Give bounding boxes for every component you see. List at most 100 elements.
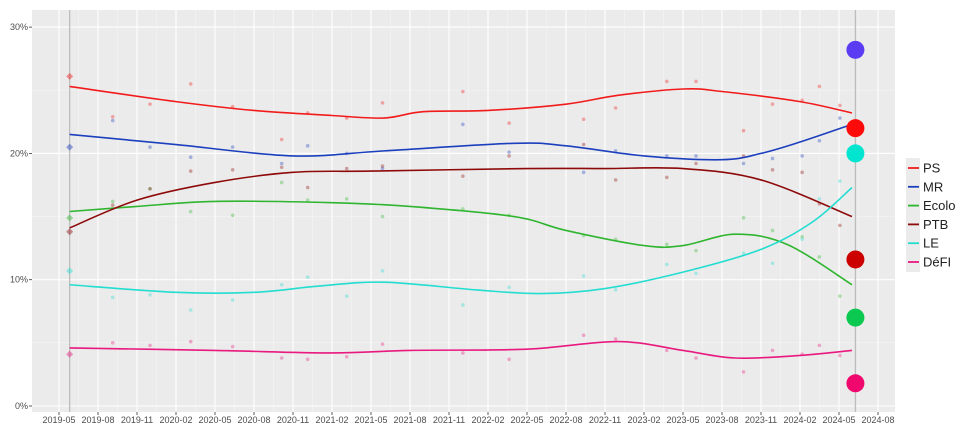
poll-point (770, 261, 775, 266)
legend-label: Ecolo (923, 198, 956, 213)
poll-point (507, 285, 511, 290)
x-tick-label: 2021-05 (354, 415, 387, 425)
poll-point (305, 198, 310, 202)
election-2024-marker (846, 308, 865, 327)
poll-point (148, 186, 152, 191)
poll-point (344, 294, 349, 298)
poll-point (188, 308, 193, 312)
poll-point (694, 154, 698, 158)
poll-point (110, 295, 115, 300)
poll-point (817, 255, 822, 259)
legend-label: DéFI (923, 255, 951, 270)
legend-label: LE (923, 236, 939, 251)
election-2019-marker (66, 143, 74, 151)
poll-point (305, 144, 310, 148)
poll-point (613, 106, 618, 110)
x-tick-label: 2023-05 (666, 415, 699, 425)
poll-point (230, 298, 235, 302)
poll-point (344, 354, 349, 359)
poll-point (800, 234, 804, 239)
legend-label: PS (923, 161, 941, 176)
poll-point (230, 168, 235, 172)
poll-point (148, 102, 152, 106)
trend-line-ptb (69, 166, 853, 229)
poll-point (741, 216, 746, 220)
poll-point (838, 294, 842, 298)
poll-point (507, 154, 511, 158)
poll-point (279, 161, 284, 166)
poll-point (230, 213, 235, 218)
poll-point (507, 357, 511, 362)
poll-point (305, 185, 310, 190)
poll-point (838, 103, 842, 108)
election-2019-marker (66, 214, 74, 222)
trend-line-le (69, 186, 853, 295)
poll-point (770, 102, 775, 106)
x-tick-label: 2019-05 (42, 415, 75, 425)
poll-point (110, 114, 115, 119)
x-tick-label: 2024-05 (822, 415, 855, 425)
poll-point (817, 343, 822, 348)
poll-point (344, 166, 349, 171)
x-tick-label: 2022-11 (589, 415, 621, 425)
legend: PS MR Ecolo PTB LE DéFI (906, 158, 956, 272)
trend-line-défi (69, 340, 853, 359)
poll-point (380, 269, 385, 273)
poll-point (770, 156, 775, 161)
poll-point (148, 293, 152, 297)
election-2019-marker (66, 72, 74, 80)
poll-point (461, 122, 465, 127)
x-tick-label: 2023-02 (627, 415, 660, 425)
poll-point (110, 118, 115, 123)
x-tick-label: 2021-02 (315, 415, 348, 425)
election-2024-marker (846, 374, 865, 393)
election-2019-marker (66, 267, 74, 275)
legend-label: PTB (923, 217, 948, 232)
poll-point (581, 274, 586, 278)
trend-line-ecolo (69, 200, 853, 286)
trend-line-mr (69, 123, 853, 161)
poll-point (800, 170, 804, 175)
x-tick-label: 2020-08 (237, 415, 270, 425)
poll-point (694, 271, 698, 276)
poll-point (305, 275, 310, 279)
x-tick-label: 2021-08 (393, 415, 426, 425)
poll-point (694, 356, 698, 360)
poll-point (665, 79, 669, 84)
poll-point (741, 370, 746, 374)
x-tick-label: 2019-11 (121, 415, 153, 425)
poll-point (380, 101, 385, 105)
poll-point (461, 174, 465, 178)
poll-point (279, 165, 284, 170)
poll-point (344, 197, 349, 201)
poll-point (581, 142, 586, 147)
x-tick-label: 2020-02 (159, 415, 192, 425)
x-tick-label: 2022-08 (549, 415, 582, 425)
poll-point (380, 214, 385, 219)
poll-point (665, 262, 669, 267)
x-tick-label: 2024-02 (783, 415, 816, 425)
election-2019-marker (66, 350, 74, 358)
y-tick-label: 30% (10, 22, 28, 32)
poll-point (665, 175, 669, 180)
poll-point (665, 242, 669, 247)
x-tick-label: 2023-08 (705, 415, 738, 425)
poll-point (665, 348, 669, 353)
poll-point (770, 348, 775, 353)
y-tick-label: 20% (10, 148, 28, 158)
poll-point (800, 154, 804, 158)
poll-point (613, 337, 618, 341)
election-results (66, 40, 865, 393)
poll-point (770, 168, 775, 172)
poll-point (188, 209, 193, 214)
poll-point (800, 237, 804, 242)
x-tick-label: 2023-11 (745, 415, 777, 425)
poll-point (461, 207, 465, 211)
poll-point (461, 303, 465, 307)
poll-point (741, 128, 746, 133)
x-tick-label: 2020-11 (277, 415, 309, 425)
poll-point (188, 155, 193, 159)
poll-point (507, 121, 511, 125)
poll-point (581, 170, 586, 175)
x-tick-label: 2019-08 (81, 415, 114, 425)
